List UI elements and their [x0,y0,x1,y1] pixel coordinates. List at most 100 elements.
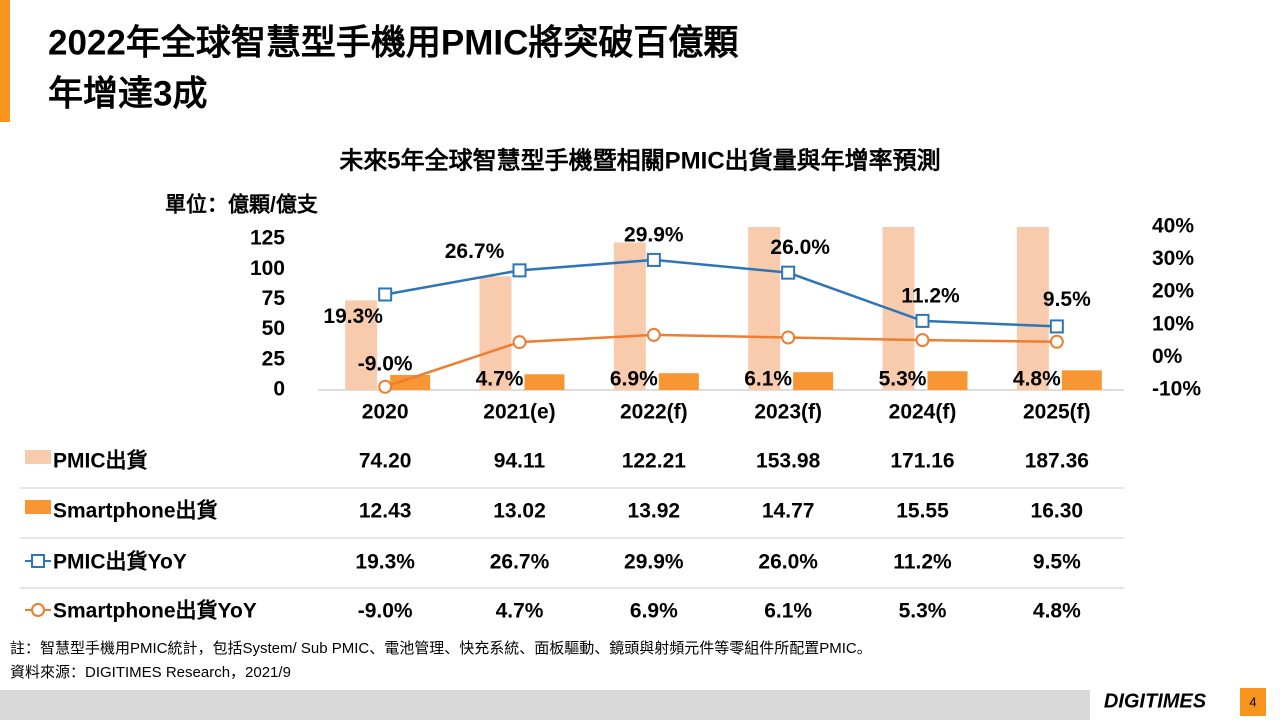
line [384,333,1057,388]
data-label: 4.7% [476,368,524,391]
x-tick-label: 2021(e) [483,401,555,424]
table-cell: 5.3% [899,600,947,623]
marker [1049,319,1064,334]
bar [345,300,378,390]
table-cell: 6.9% [630,600,678,623]
data-label: 29.9% [624,223,684,246]
line [384,258,1057,328]
table-cell: 74.20 [359,450,412,473]
marker [512,335,527,350]
table-cell: 19.3% [355,551,415,574]
page-number: 4 [1249,694,1256,709]
y-tick-label: 0 [273,378,285,401]
x-tick-label: 2023(f) [754,401,822,424]
y2-tick-label: 20% [1152,280,1194,303]
table-cell: 94.11 [494,450,546,473]
x-tick-label: 2020 [362,401,409,424]
slide-title: 2022年全球智慧型手機用PMIC將突破百億顆 [48,22,738,62]
table-cell: 4.7% [496,600,544,623]
y-tick-label: 100 [250,257,285,280]
y-tick-label: 50 [262,317,285,340]
source-note: 資料來源：DIGITIMES Research，2021/9 [10,664,291,681]
legend-swatch [25,500,51,514]
x-tick-label: 2025(f) [1023,401,1091,424]
y2-tick-label: -10% [1152,378,1201,401]
page-number-box [1240,688,1266,716]
data-label: 26.0% [770,236,830,259]
y2-tick-label: 10% [1152,312,1194,335]
accent-bar [0,0,10,122]
marker [378,287,393,302]
legend-swatch [25,450,51,464]
x-tick-label: 2022(f) [620,401,688,424]
table-cell: 13.02 [493,500,546,523]
data-label: 5.3% [879,368,927,391]
bar [658,373,699,390]
bar [1016,227,1049,390]
logo: DIGITIMES [1104,690,1207,712]
bar [1061,370,1102,390]
table-cell: 187.36 [1025,450,1089,473]
marker [781,265,796,280]
bar [927,371,968,390]
marker [646,252,661,267]
data-label: 11.2% [901,284,960,307]
table-cell: 11.2% [893,551,952,574]
data-label: 19.3% [323,305,383,328]
legend-label: Smartphone出貨 [53,499,218,523]
data-label: 9.5% [1043,288,1091,311]
data-label: 26.7% [445,240,505,263]
table-cell: 4.8% [1033,600,1081,623]
legend-label: PMIC出貨 [53,449,148,473]
y-tick-label: 25 [262,347,286,370]
y-tick-label: 125 [250,227,285,250]
bar [613,242,646,390]
table-cell: 153.98 [756,450,821,473]
table-cell: 13.92 [628,500,681,523]
legend-swatch [31,603,45,617]
footer-band [0,690,1090,720]
legend-label: PMIC出貨YoY [53,550,187,574]
y2-tick-label: 40% [1152,215,1194,238]
bar [793,372,834,390]
table-cell: 16.30 [1031,500,1084,523]
marker [512,263,527,278]
bar [524,374,565,390]
bar [479,276,512,390]
y2-tick-label: 30% [1152,247,1194,270]
plot-area [345,227,1102,390]
y-axis-label: 單位：億顆/億支 [165,193,319,217]
table-cell: 9.5% [1033,551,1081,574]
table-cell: 26.0% [758,551,818,574]
table-cell: 12.43 [359,500,412,523]
table-cell: 29.9% [624,551,684,574]
bar [390,374,431,390]
data-label: 4.8% [1013,368,1061,391]
data-label: -9.0% [358,352,413,375]
x-tick-label: 2024(f) [889,401,957,424]
y-tick-label: 75 [262,287,286,310]
table-cell: 15.55 [896,500,949,523]
footnote: 註：智慧型手機用PMIC統計，包括System/ Sub PMIC、電池管理、快… [10,639,872,657]
table-cell: 14.77 [762,500,815,523]
bar [748,227,781,390]
table-cell: 6.1% [764,600,812,623]
marker [781,330,796,345]
data-label: 6.9% [610,368,658,391]
y2-tick-label: 0% [1152,345,1183,368]
legend-label: Smartphone出貨YoY [53,599,257,623]
table-cell: 122.21 [622,450,687,473]
data-label: 6.1% [744,368,792,391]
marker [1049,334,1064,349]
slide-title: 年增達3成 [48,74,207,113]
marker [378,379,393,394]
marker [915,333,930,348]
table-cell: -9.0% [358,600,413,623]
legend-swatch [31,554,45,568]
marker [915,313,930,328]
chart-title: 未來5年全球智慧型手機暨相關PMIC出貨量與年增率預測 [339,146,940,174]
marker [646,327,661,342]
table-cell: 171.16 [890,450,954,473]
table-cell: 26.7% [490,551,550,574]
